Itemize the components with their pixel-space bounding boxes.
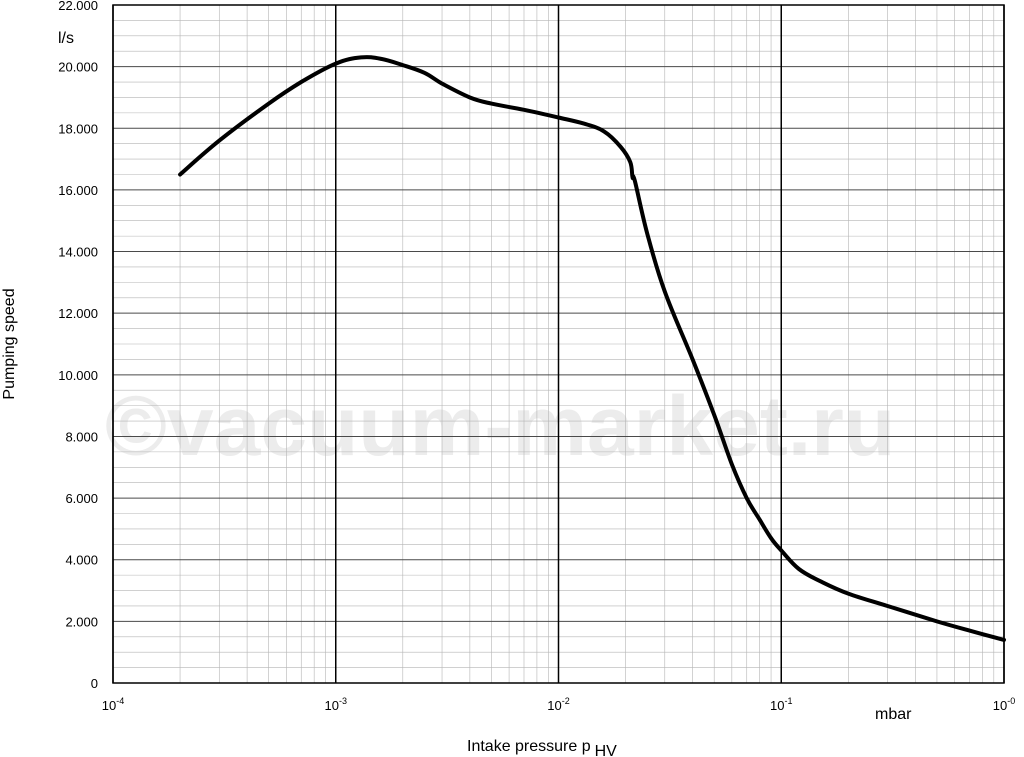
y-tick-label: 20.000 — [58, 60, 98, 75]
x-tick-base: 10 — [102, 698, 116, 713]
y-tick-label: 6.000 — [65, 491, 98, 506]
x-unit-label: mbar — [875, 706, 912, 723]
x-tick-label: 10-2 — [547, 696, 569, 713]
x-tick-label: 10-0 — [993, 696, 1015, 713]
x-tick-exponent: -1 — [784, 696, 792, 706]
x-tick-exponent: -3 — [339, 696, 347, 706]
y-tick-label: 10.000 — [58, 368, 98, 383]
y-tick-label: 4.000 — [65, 553, 98, 568]
x-tick-base: 10 — [547, 698, 561, 713]
x-tick-exponent: -0 — [1007, 696, 1015, 706]
x-axis-title: Intake pressure p HV — [467, 738, 617, 757]
y-tick-label: 22.000 — [58, 0, 98, 13]
x-tick-base: 10 — [325, 698, 339, 713]
series-line — [178, 55, 1006, 642]
x-tick-exponent: -2 — [562, 696, 570, 706]
y-tick-label: 16.000 — [58, 183, 98, 198]
y-tick-label: 12.000 — [58, 306, 98, 321]
y-tick-labels: 0 2.000 4.000 6.000 8.000 10.000 12.000 14.000 1… — [58, 0, 98, 691]
x-tick-label: 10-3 — [325, 696, 347, 713]
minor-gridlines — [113, 5, 1004, 683]
plot-frame — [112, 4, 1005, 684]
x-tick-base: 10 — [993, 698, 1007, 713]
x-tick-label: 10-4 — [102, 696, 124, 713]
x-tick-labels: 10-4 10-3 10-2 10-1 10-0 — [102, 696, 1015, 713]
y-unit-label: l/s — [58, 30, 74, 47]
x-axis-title-subscript: HV — [595, 743, 618, 757]
y-tick-label: 2.000 — [65, 614, 98, 629]
x-tick-exponent: -4 — [116, 696, 124, 706]
watermark: ©vacuum-market.ru — [105, 379, 895, 473]
x-tick-label: 10-1 — [770, 696, 792, 713]
x-tick-base: 10 — [770, 698, 784, 713]
x-axis-title-main: Intake pressure p — [467, 738, 591, 755]
y-tick-label: 18.000 — [58, 121, 98, 136]
y-tick-label: 8.000 — [65, 429, 98, 444]
y-tick-label: 0 — [91, 676, 98, 691]
y-axis-title: Pumping speed — [1, 288, 18, 399]
y-tick-label: 14.000 — [58, 245, 98, 260]
